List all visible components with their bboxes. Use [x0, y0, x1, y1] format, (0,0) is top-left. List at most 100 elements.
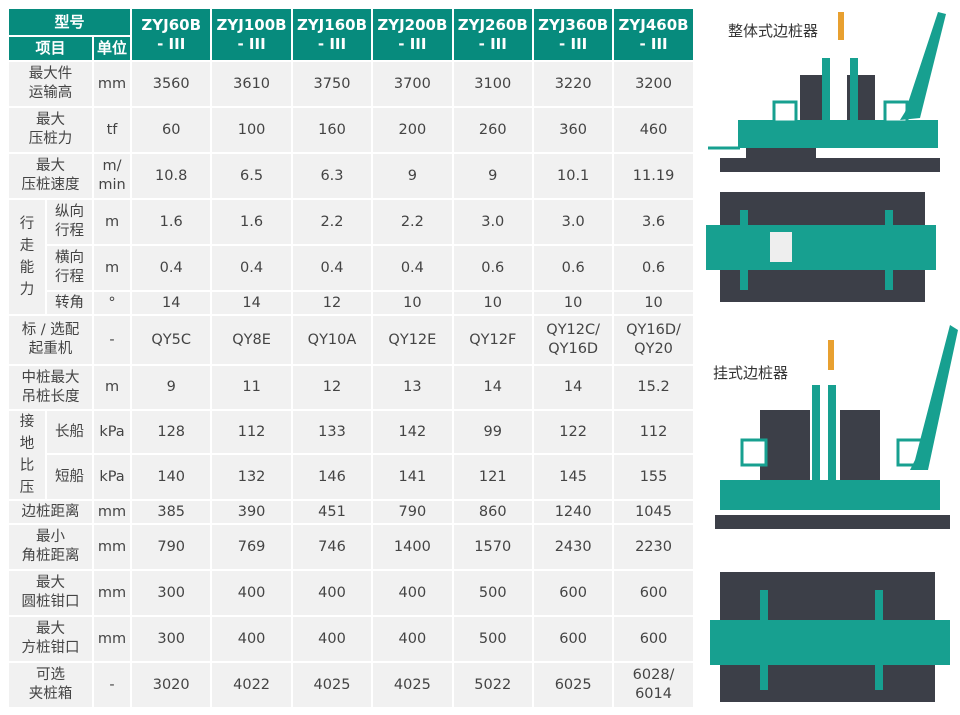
cell-text: 146 — [318, 468, 346, 485]
value-cell: QY12E — [371, 314, 454, 366]
value-cell: 14 — [129, 290, 213, 316]
cell-text: tf — [106, 121, 118, 138]
model-header-cell: ZYJ160B - III — [290, 7, 374, 62]
value-cell: 400 — [290, 569, 374, 617]
value-cell: 200 — [371, 106, 454, 154]
value-cell: 112 — [210, 408, 293, 456]
model-header-cell: ZYJ460B - III — [612, 7, 695, 62]
value-cell: 0.6 — [451, 244, 534, 292]
cell-text: 3200 — [635, 75, 672, 92]
model-header-cell: ZYJ200B - III — [371, 7, 454, 62]
value-cell: 3700 — [371, 60, 454, 108]
value-cell: 2230 — [612, 523, 695, 571]
table-row: 短船 kPa 140 132 146 141 121 145 155 — [8, 453, 695, 501]
value-cell: 6028/6014 — [612, 661, 695, 709]
cell-text: 260 — [478, 121, 507, 138]
cell-text: 400 — [237, 584, 266, 601]
model-name: ZYJ460B — [618, 15, 689, 34]
model-header-cell: ZYJ60B - III — [129, 7, 213, 62]
table-row: 横向 行程 m 0.4 0.4 0.4 0.4 0.6 0.6 0.6 — [8, 244, 695, 292]
cell-text: 3220 — [554, 75, 592, 92]
value-cell: 1240 — [531, 499, 615, 525]
value-cell: 12 — [290, 364, 374, 411]
value-cell: 121 — [451, 453, 534, 501]
cell-text: 121 — [478, 468, 507, 485]
cell-text: 300 — [157, 584, 186, 601]
value-cell: 4022 — [210, 661, 293, 709]
cell-text: mm — [97, 503, 127, 520]
cell-text: 600 — [639, 584, 668, 601]
model-series: - III — [639, 34, 668, 53]
value-cell: 300 — [129, 569, 213, 617]
value-cell: 1400 — [371, 523, 454, 571]
value-cell: 132 — [210, 453, 293, 501]
cell-text: 10.1 — [557, 167, 590, 184]
cell-text: QY12C/ — [546, 322, 601, 338]
cell-text: 10 — [483, 294, 502, 311]
value-cell: 3.6 — [612, 198, 695, 246]
value-cell: 460 — [612, 106, 695, 154]
value-cell: 0.6 — [531, 244, 615, 292]
table-row: 标 / 选配 起重机 - QY5C QY8E QY10A QY12E QY12F QY12C/Q… — [7, 314, 695, 366]
cell-text: 500 — [478, 584, 507, 601]
unit-cell: - — [92, 661, 132, 709]
unit-cell: m/min — [92, 152, 132, 200]
table-row: 最大 圆桩钳口 mm 300 400 400 400 500 600 600 — [7, 569, 695, 617]
cell-text: 12 — [322, 294, 342, 311]
cell-text: 2230 — [635, 538, 672, 555]
unit-cell: mm — [92, 499, 132, 525]
integral-top-view — [706, 192, 936, 302]
value-cell: 10 — [371, 290, 454, 316]
group-label: 行走能力 — [7, 198, 47, 316]
cell-text: 790 — [157, 538, 186, 555]
cell-text: 夹桩箱 — [28, 686, 73, 702]
cell-text: 390 — [237, 503, 266, 520]
cell-text: - — [109, 331, 115, 348]
item-label: 边桩距离 — [7, 499, 94, 525]
table-row: 可选 夹桩箱 -3020 4022 4025 4025 5022 6025 6028/6014 — [7, 661, 695, 709]
cell-text: 5022 — [474, 676, 512, 693]
cell-text: 长船 — [55, 423, 84, 440]
value-cell: QY8E — [210, 314, 293, 366]
value-cell: 145 — [531, 453, 615, 501]
cell-text: 最大件 — [28, 66, 73, 82]
table-row: 最大 方桩钳口 mm 300 400 400 400 500 600 600 — [7, 615, 695, 663]
cell-text: 860 — [478, 503, 507, 520]
value-cell: 3750 — [290, 60, 374, 108]
cell-text: 460 — [639, 121, 668, 138]
cell-text: 2.2 — [320, 213, 344, 230]
cell-text: 运输高 — [28, 85, 73, 101]
cell-text: 600 — [639, 630, 668, 647]
value-cell: 600 — [531, 615, 615, 663]
item-label: 可选 夹桩箱 — [7, 661, 94, 709]
cell-text: m — [104, 379, 120, 395]
table-row: 最大 压桩力 tf 60 100 160 200 260 360 460 — [7, 106, 695, 154]
unit-cell: ° — [92, 290, 132, 316]
cell-text: 0.6 — [481, 259, 505, 276]
value-cell: 146 — [290, 453, 374, 501]
model-name: ZYJ100B — [216, 15, 287, 34]
value-cell: 13 — [371, 364, 454, 411]
value-cell: 3560 — [129, 60, 213, 108]
unit-cell: m — [92, 198, 132, 246]
value-cell: 142 — [371, 408, 454, 456]
cell-text: 385 — [157, 503, 186, 520]
table-row: 最大 压桩速度 m/min 10.8 6.5 6.3 9 9 10.1 11.19 — [7, 152, 695, 200]
cell-text: 14 — [483, 379, 502, 395]
value-cell: 400 — [210, 569, 293, 617]
value-cell: 6.5 — [210, 152, 293, 200]
value-cell: 14 — [451, 364, 534, 411]
cell-text: 112 — [237, 423, 266, 440]
value-cell: 10.8 — [129, 152, 213, 200]
cell-text: 4025 — [313, 676, 351, 693]
cell-text: 1.6 — [240, 213, 264, 230]
cell-text: 3750 — [313, 75, 351, 92]
value-cell: 860 — [451, 499, 534, 525]
cell-text: 155 — [639, 468, 668, 485]
model-series: - III — [478, 34, 507, 53]
cell-text: 133 — [318, 423, 346, 440]
integral-side-view — [708, 12, 946, 172]
value-cell: 10 — [612, 290, 695, 316]
cell-text: 3.0 — [561, 213, 585, 230]
cell-text: 边桩距离 — [21, 503, 80, 520]
